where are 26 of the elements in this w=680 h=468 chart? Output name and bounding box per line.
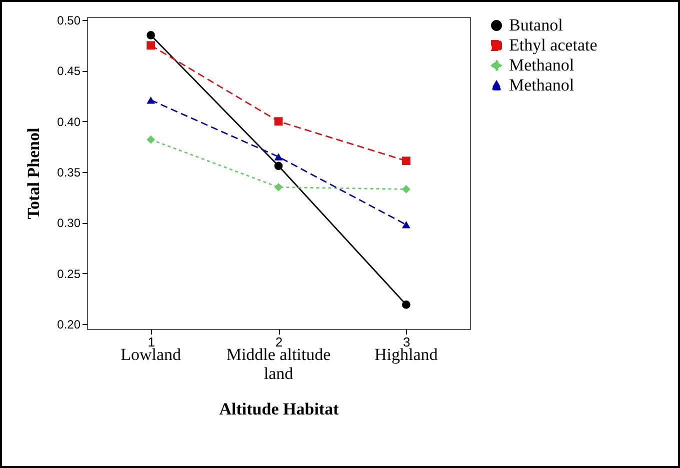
point [402,300,410,309]
y-tick-label: 0.20 [57,317,81,332]
y-tick-label: 0.25 [57,266,81,281]
legend-label: Butanol [509,16,564,34]
x-tick-label: 3 [403,334,410,350]
point [146,135,156,144]
y-tick-label: 0.50 [57,14,81,28]
point [146,31,156,40]
point [274,183,283,192]
point [274,153,283,160]
legend-label: Methanol [509,76,574,94]
y-axis-title: Total Phenol [24,127,44,220]
legend-label: Ethyl acetate [509,36,598,54]
point [146,41,156,50]
y-tick-label: 0.30 [57,216,81,230]
y-tick-label: 0.40 [57,114,81,129]
y-tick-label: 0.35 [57,165,81,180]
point [274,117,283,126]
point [402,221,410,228]
point [274,162,283,170]
y-tick-label: 0.45 [57,64,81,78]
point [146,96,156,104]
legend-label: Methanol [509,56,574,74]
point [402,156,410,166]
point [402,185,410,194]
x-axis-title: Altitude Habitat [219,400,340,418]
